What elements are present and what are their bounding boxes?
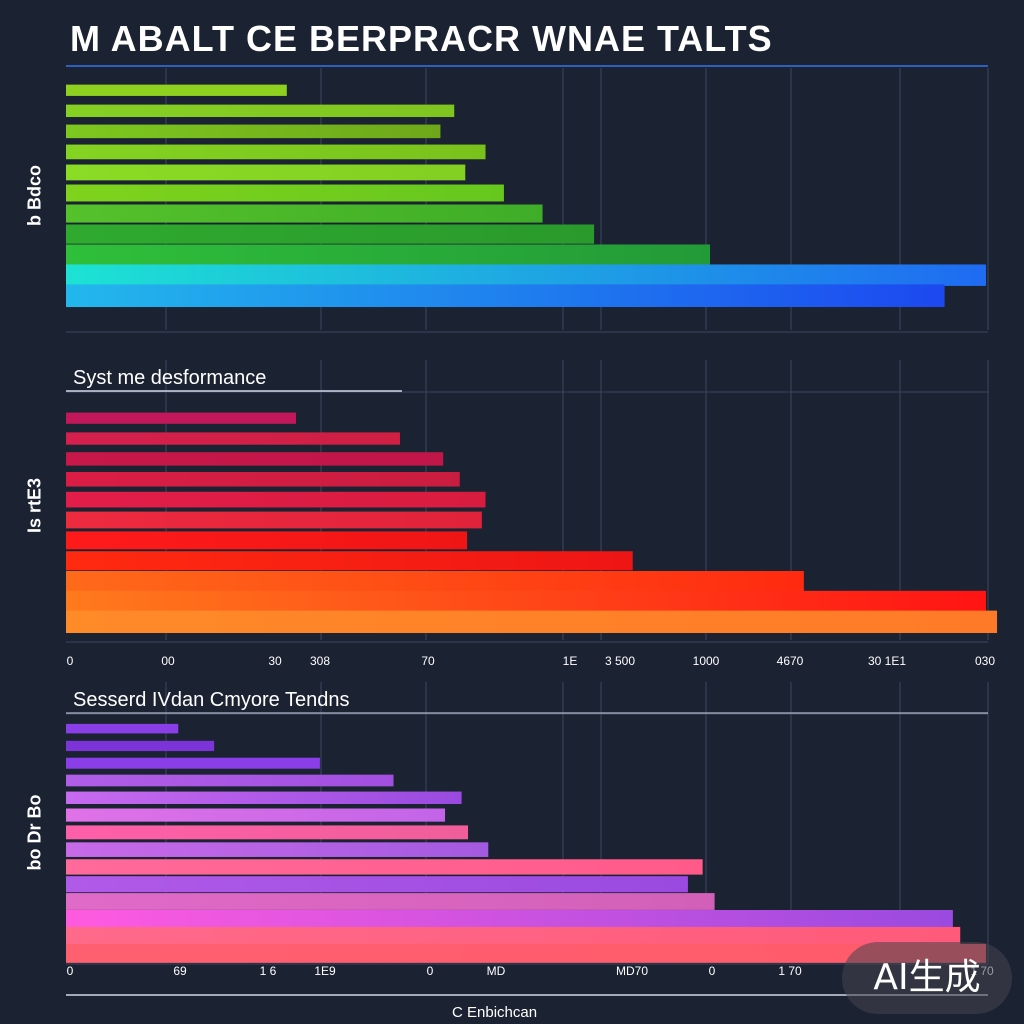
x-tick-label: 308 bbox=[310, 654, 330, 668]
bar-3-6 bbox=[66, 808, 446, 822]
bar-1-8 bbox=[66, 224, 595, 244]
ai-watermark: AI生成 bbox=[842, 942, 1012, 1014]
bar-1-10 bbox=[66, 264, 986, 286]
panel-3-title: Sesserd IVdan Cmyore Tendns bbox=[73, 689, 350, 711]
bar-1-11 bbox=[66, 284, 945, 308]
bar-3-11 bbox=[66, 893, 715, 910]
bar-2-4 bbox=[66, 471, 460, 487]
x-tick-label: 4670 bbox=[777, 654, 804, 668]
bar-3-7 bbox=[66, 825, 469, 840]
x-tick-label: 030 bbox=[975, 654, 995, 668]
bar-1-1 bbox=[66, 84, 287, 96]
x-tick-label: 30 bbox=[268, 654, 282, 668]
x-tick-label: MD bbox=[487, 964, 506, 978]
bar-1-4 bbox=[66, 144, 486, 160]
bar-2-5 bbox=[66, 491, 486, 508]
bar-1-2 bbox=[66, 104, 455, 118]
x-tick-label: 0 bbox=[427, 964, 434, 978]
x-tick-label: 1E9 bbox=[314, 964, 336, 978]
bar-3-5 bbox=[66, 791, 462, 805]
bar-3-4 bbox=[66, 774, 394, 787]
bar-3-3 bbox=[66, 757, 320, 769]
x-tick-label: 30 1E1 bbox=[868, 654, 906, 668]
x-tick-label: 0 bbox=[67, 964, 74, 978]
bar-3-1 bbox=[66, 723, 179, 734]
bar-2-8 bbox=[66, 551, 633, 571]
bar-3-8 bbox=[66, 842, 489, 857]
panel-1-ylabel: b Bdco bbox=[24, 165, 45, 226]
bar-3-14 bbox=[66, 943, 986, 963]
bar-2-10 bbox=[66, 590, 986, 613]
x-tick-label: 3 500 bbox=[605, 654, 635, 668]
panel-2-title: Syst me desformance bbox=[73, 367, 267, 389]
x-tick-label: 1 6 bbox=[260, 964, 277, 978]
x-tick-label: 1 70 bbox=[778, 964, 802, 978]
bar-2-2 bbox=[66, 432, 400, 445]
bar-1-5 bbox=[66, 164, 466, 181]
bar-1-7 bbox=[66, 204, 543, 223]
bar-2-11 bbox=[66, 610, 998, 634]
chart-title: M ABALT CE BERPRACR WNAE TALTS bbox=[70, 18, 773, 59]
bar-2-3 bbox=[66, 452, 444, 466]
x-tick-label: 1E bbox=[563, 654, 578, 668]
x-tick-label: 00 bbox=[161, 654, 175, 668]
x-tick-label: 69 bbox=[173, 964, 187, 978]
x-tick-label: 0 bbox=[67, 654, 74, 668]
bar-3-2 bbox=[66, 740, 215, 752]
bar-2-6 bbox=[66, 511, 482, 529]
panel-3-ylabel: bo Dr Bo bbox=[24, 794, 45, 871]
bar-2-9 bbox=[66, 571, 804, 592]
bar-1-3 bbox=[66, 124, 441, 139]
x-footer-label: C Enbichcan bbox=[452, 1004, 538, 1021]
x-tick-label: MD70 bbox=[616, 964, 648, 978]
bar-1-6 bbox=[66, 184, 504, 202]
panel-2-ylabel: Is rtE3 bbox=[24, 477, 45, 534]
x-tick-label: 0 bbox=[709, 964, 716, 978]
bar-1-9 bbox=[66, 244, 710, 265]
bar-3-10 bbox=[66, 876, 688, 893]
x-tick-label: 70 bbox=[421, 654, 435, 668]
bar-2-1 bbox=[66, 412, 296, 424]
bar-2-7 bbox=[66, 531, 468, 550]
bar-3-9 bbox=[66, 859, 703, 875]
bar-3-13 bbox=[66, 926, 961, 946]
x-tick-label: 1000 bbox=[693, 654, 720, 668]
bar-3-12 bbox=[66, 910, 953, 928]
